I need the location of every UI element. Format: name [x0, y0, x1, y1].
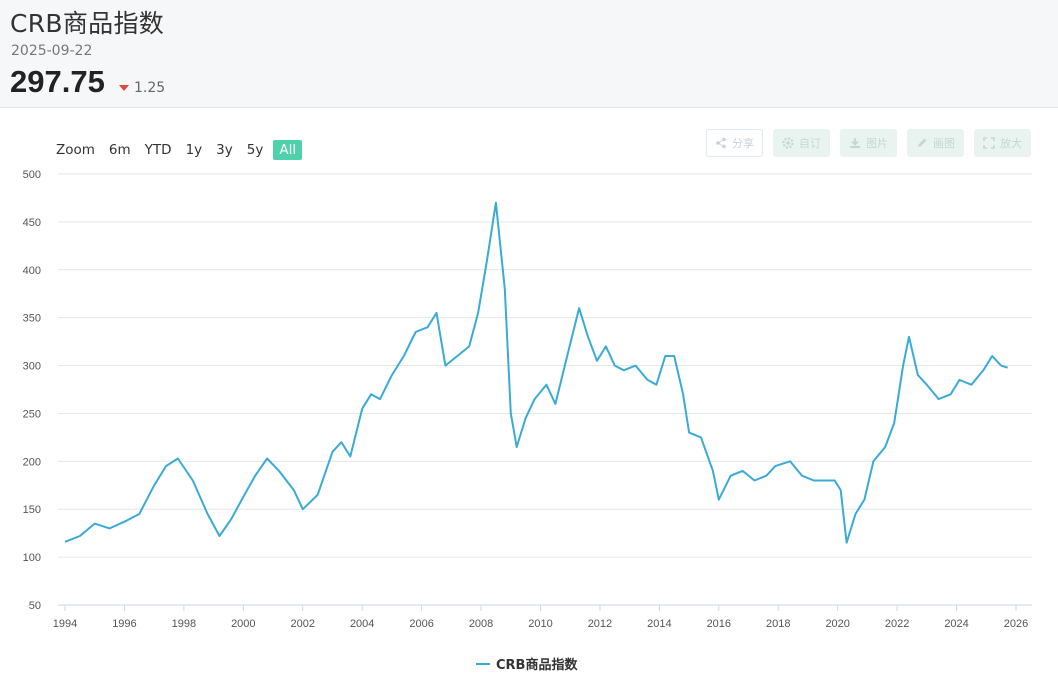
- x-tick-label: 2022: [885, 618, 909, 630]
- customize-label: 自订: [799, 137, 821, 150]
- y-tick-label: 250: [23, 408, 41, 420]
- x-tick-label: 2026: [1004, 618, 1028, 630]
- fullscreen-button[interactable]: 放大: [974, 129, 1031, 157]
- download-icon: [850, 138, 860, 148]
- x-tick-label: 2012: [588, 618, 612, 630]
- draw-button[interactable]: 画图: [907, 129, 964, 157]
- x-tick-label: 2002: [291, 618, 315, 630]
- x-tick-label: 2024: [944, 618, 968, 630]
- share-icon: [716, 137, 726, 149]
- y-tick-label: 150: [23, 504, 41, 516]
- legend-line-marker: [476, 662, 490, 665]
- zoom-3y-button[interactable]: 3y: [216, 142, 233, 158]
- x-tick-label: 1994: [53, 618, 77, 630]
- quote-price: 297.75: [10, 64, 105, 99]
- down-arrow-icon: [119, 85, 129, 91]
- image-button[interactable]: 图片: [840, 129, 897, 157]
- share-button[interactable]: 分享: [706, 129, 763, 157]
- draw-label: 画图: [933, 137, 955, 150]
- pencil-icon: [918, 138, 927, 147]
- y-tick-label: 350: [23, 313, 41, 325]
- expand-icon: [983, 137, 995, 149]
- x-tick-label: 1998: [172, 618, 196, 630]
- x-tick-label: 2014: [647, 618, 671, 630]
- x-tick-label: 2016: [707, 618, 731, 630]
- image-label: 图片: [866, 137, 888, 150]
- zoom-label: Zoom: [56, 142, 95, 158]
- price-chart: 50 100 150 200 250 300 350 400 450 500 1994 1996 199…: [23, 169, 1032, 630]
- zoom-ytd-button[interactable]: YTD: [144, 142, 172, 158]
- customize-button[interactable]: 自订: [773, 129, 830, 157]
- range-selector: Zoom 6m YTD 1y 3y 5y All: [56, 139, 308, 161]
- x-tick-label: 2010: [528, 618, 552, 630]
- quote-date: 2025-09-22: [11, 43, 93, 59]
- chart-legend[interactable]: CRB商品指数: [476, 654, 577, 673]
- gear-icon: [782, 137, 794, 149]
- quote-change: 1.25: [134, 80, 166, 96]
- y-tick-label: 50: [29, 600, 41, 612]
- share-label: 分享: [732, 137, 754, 150]
- y-tick-label: 450: [23, 217, 41, 229]
- x-tick-label: 2018: [766, 618, 790, 630]
- x-tick-label: 2020: [825, 618, 849, 630]
- x-tick-label: 2006: [409, 618, 433, 630]
- series-line-crb[interactable]: [64, 201, 1009, 544]
- zoom-all-button[interactable]: All: [273, 140, 303, 160]
- chart-toolbar: 分享 自订 图片 画图 放大: [706, 129, 1031, 157]
- page-title: CRB商品指数: [10, 9, 165, 38]
- y-tick-label: 200: [23, 456, 41, 468]
- quote-header: CRB商品指数 2025-09-22 297.75 1.25: [0, 0, 1058, 108]
- x-tick-label: 2000: [231, 618, 255, 630]
- zoom-6m-button[interactable]: 6m: [108, 142, 131, 158]
- y-tick-label: 300: [23, 361, 41, 373]
- y-tick-label: 400: [23, 265, 41, 277]
- zoom-5y-button[interactable]: 5y: [246, 142, 264, 158]
- y-tick-label: 500: [23, 169, 41, 181]
- y-tick-label: 100: [23, 552, 41, 564]
- x-tick-label: 1996: [112, 618, 136, 630]
- zoom-1y-button[interactable]: 1y: [185, 142, 203, 158]
- x-tick-label: 2004: [350, 618, 374, 630]
- fullscreen-label: 放大: [1000, 137, 1022, 150]
- x-tick-label: 2008: [469, 618, 493, 630]
- legend-series-label: CRB商品指数: [496, 658, 578, 673]
